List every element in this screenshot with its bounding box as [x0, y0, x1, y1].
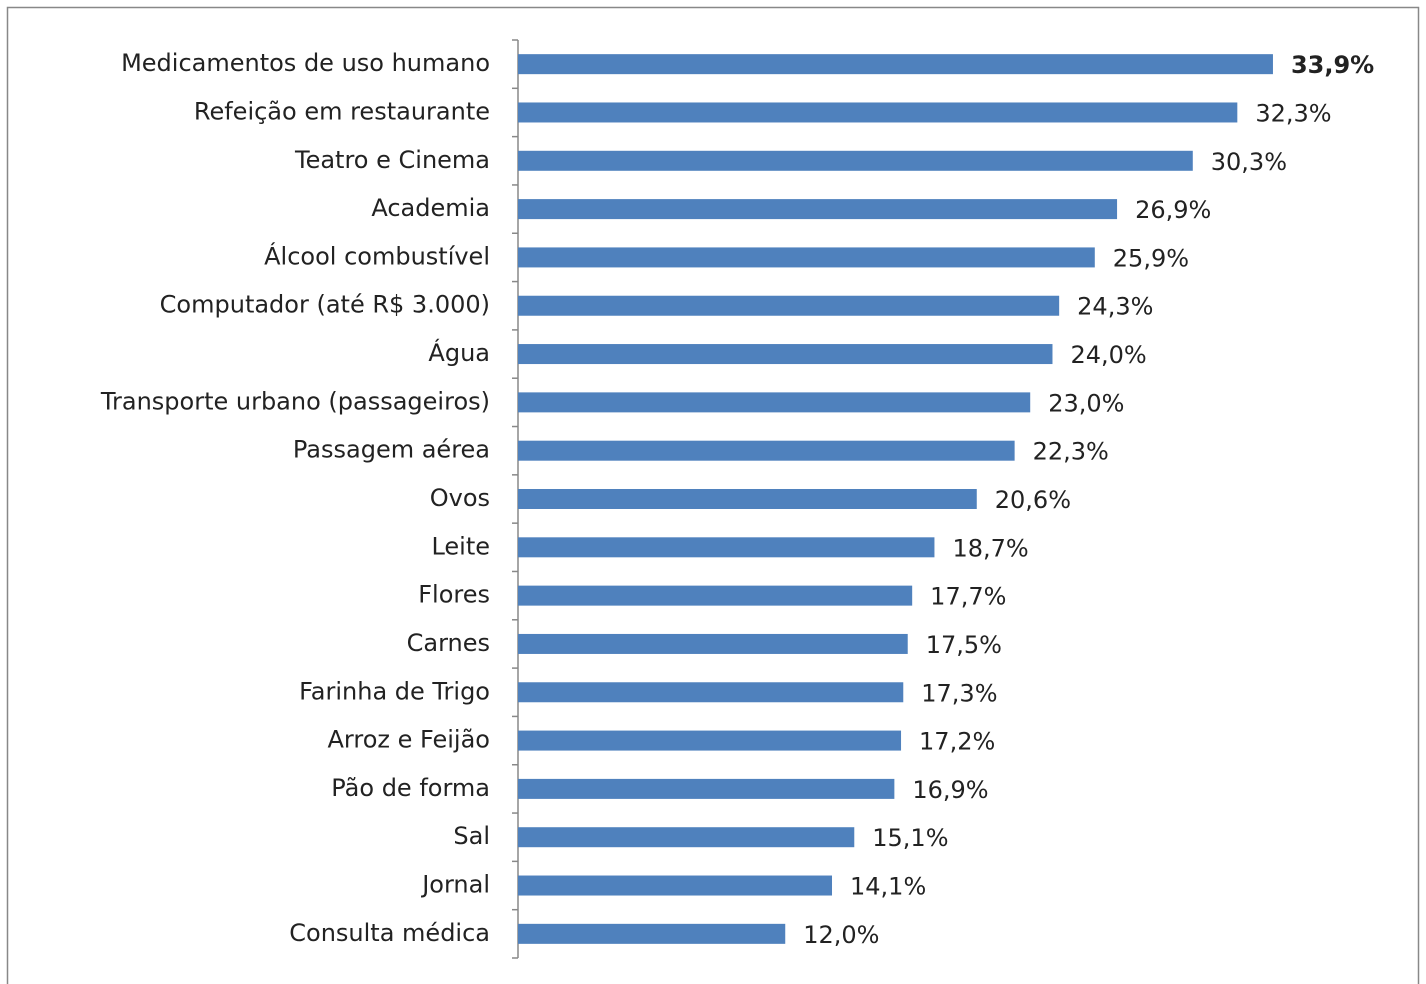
bar	[518, 923, 786, 944]
category-label: Medicamentos de uso humano	[121, 49, 490, 77]
category-label: Farinha de Trigo	[299, 677, 490, 705]
bar	[518, 247, 1095, 268]
category-label: Jornal	[420, 871, 490, 899]
category-label: Água	[428, 338, 490, 367]
category-label: Sal	[453, 822, 490, 850]
value-label: 17,2%	[919, 728, 995, 756]
bar	[518, 295, 1060, 316]
value-label: 17,7%	[930, 583, 1006, 611]
value-label: 20,6%	[995, 486, 1071, 514]
value-label: 22,3%	[1033, 438, 1109, 466]
bar	[518, 633, 908, 654]
value-label: 18,7%	[952, 534, 1028, 562]
category-label: Refeição em restaurante	[194, 97, 490, 125]
bar	[518, 102, 1238, 123]
bar	[518, 682, 904, 703]
category-label: Carnes	[407, 629, 490, 657]
bar	[518, 199, 1118, 220]
category-label: Flores	[418, 581, 490, 609]
category-label: Ovos	[430, 484, 490, 512]
value-label: 16,9%	[912, 776, 988, 804]
value-label: 15,1%	[872, 824, 948, 852]
category-label: Academia	[371, 194, 490, 222]
category-label: Pão de forma	[331, 774, 490, 802]
bar	[518, 440, 1015, 461]
category-label: Transporte urbano (passageiros)	[100, 387, 490, 415]
category-label: Computador (até R$ 3.000)	[160, 291, 490, 319]
bar	[518, 730, 902, 751]
bar	[518, 585, 913, 606]
category-label: Teatro e Cinema	[294, 146, 490, 174]
bar	[518, 392, 1031, 413]
value-label: 17,3%	[921, 679, 997, 707]
value-label: 17,5%	[926, 631, 1002, 659]
value-label: 25,9%	[1113, 244, 1189, 272]
bar	[518, 778, 895, 799]
bar	[518, 489, 977, 509]
value-label: 32,3%	[1255, 99, 1331, 127]
bar	[518, 150, 1193, 171]
bar	[518, 875, 833, 896]
bar	[518, 54, 1273, 75]
category-label: Álcool combustível	[264, 241, 490, 270]
category-label: Arroz e Feijão	[328, 726, 491, 754]
value-label: 12,0%	[803, 921, 879, 949]
value-label: 23,0%	[1048, 389, 1124, 417]
value-label: 33,9%	[1291, 51, 1374, 79]
value-label: 30,3%	[1211, 148, 1287, 176]
value-label: 24,3%	[1077, 293, 1153, 321]
value-label: 26,9%	[1135, 196, 1211, 224]
bar	[518, 344, 1053, 365]
category-label: Passagem aérea	[293, 436, 490, 464]
category-label: Consulta médica	[289, 919, 490, 947]
bar	[518, 537, 935, 558]
bar	[518, 827, 855, 848]
value-label: 14,1%	[850, 873, 926, 901]
category-label: Leite	[431, 532, 490, 560]
value-label: 24,0%	[1070, 341, 1146, 369]
